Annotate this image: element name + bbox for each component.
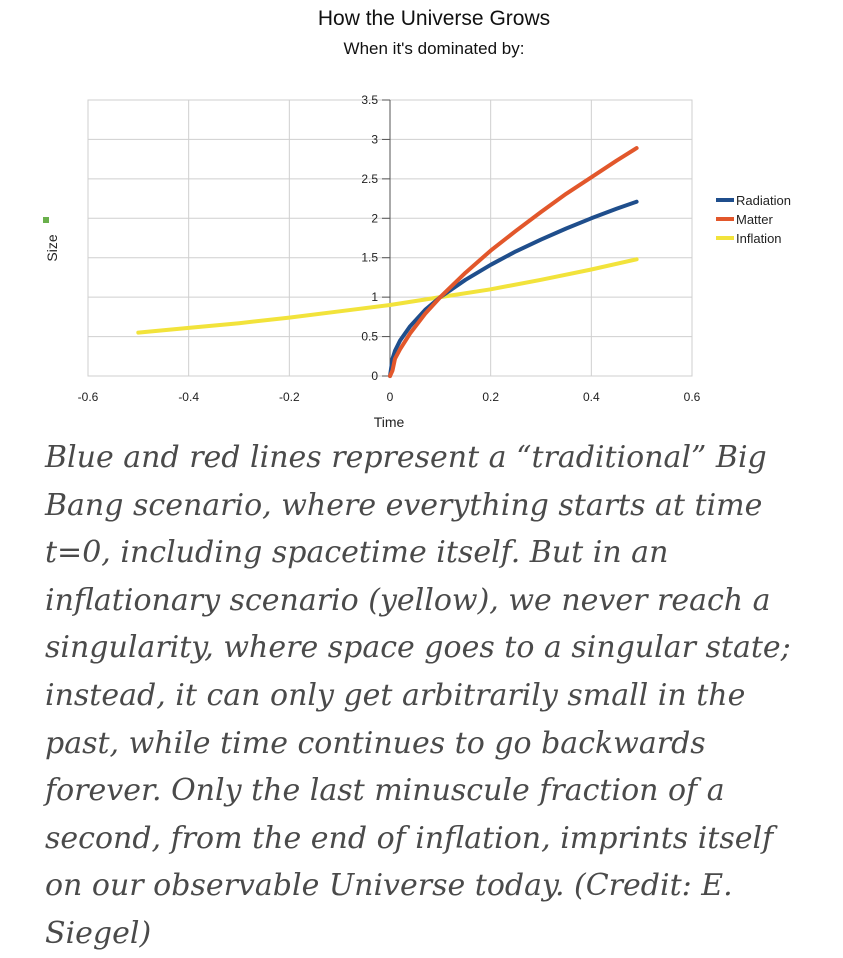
legend-label: Inflation — [736, 231, 782, 246]
y-tick-label: 3 — [371, 132, 378, 146]
y-axis-label: Size — [44, 234, 60, 261]
y-tick-label: 0.5 — [361, 330, 378, 344]
y-tick-label: 2 — [371, 211, 378, 225]
x-axis-label: Time — [374, 414, 405, 430]
y-tick-label: 3.5 — [361, 93, 378, 107]
x-tick-label: 0 — [387, 390, 394, 404]
legend: Radiation Matter Inflation — [716, 193, 791, 246]
x-tick-label: -0.6 — [78, 390, 99, 404]
grid — [87, 99, 693, 377]
chart-subtitle: When it's dominated by: — [344, 39, 525, 58]
series-line-inflation — [136, 257, 639, 335]
y-tick-label: 1.5 — [361, 251, 378, 265]
x-tick-label: -0.2 — [279, 390, 300, 404]
y-label-marker — [43, 217, 49, 223]
y-tick-label: 1 — [371, 290, 378, 304]
series-line-radiation — [388, 199, 639, 378]
y-tick-label: 0 — [371, 369, 378, 383]
tick-labels: 0 0.5 1 1.5 2 2.5 3 3.5 -0.6 -0.4 -0.2 0 0.2 0.4 0.6 — [78, 93, 701, 404]
y-tick-label: 2.5 — [361, 172, 378, 186]
chart-figure: How the Universe Grows When it's dominat… — [0, 0, 843, 440]
series-lines — [136, 146, 639, 378]
x-tick-label: -0.4 — [178, 390, 199, 404]
chart-title: How the Universe Grows — [318, 7, 550, 30]
legend-label: Matter — [736, 212, 774, 227]
x-tick-label: 0.6 — [684, 390, 701, 404]
caption: Blue and red lines represent a “traditio… — [45, 440, 791, 951]
legend-label: Radiation — [736, 193, 791, 208]
x-tick-label: 0.4 — [583, 390, 600, 404]
chart: How the Universe Grows When it's dominat… — [43, 7, 791, 430]
series-line-matter — [388, 146, 639, 378]
x-tick-label: 0.2 — [482, 390, 499, 404]
